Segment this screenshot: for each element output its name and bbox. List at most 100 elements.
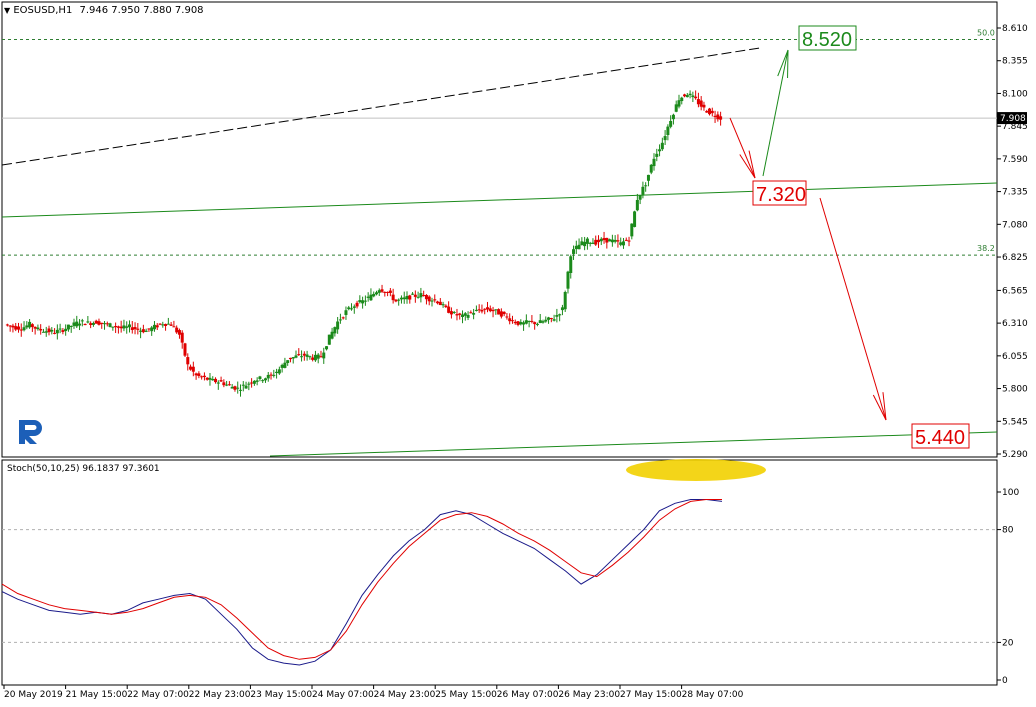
candle-body <box>608 239 612 242</box>
candle-body <box>635 199 639 211</box>
candle-body <box>291 357 295 359</box>
candle-body <box>227 384 231 386</box>
candle-body <box>325 346 329 350</box>
candle-body <box>86 321 90 323</box>
forecast-arrow-shaft <box>819 197 887 421</box>
candle-body <box>33 326 37 329</box>
candle-body <box>16 326 20 330</box>
candle-body <box>538 320 542 324</box>
candle-body <box>708 108 712 115</box>
candle-body <box>147 328 151 330</box>
candle-body <box>713 115 717 117</box>
time-tick-label: 24 May 23:00 <box>374 690 436 700</box>
candle-body <box>694 96 698 99</box>
overbought-highlight <box>626 459 766 481</box>
candle-body <box>472 313 476 315</box>
candle-body <box>286 360 290 363</box>
candle-body <box>236 387 240 389</box>
candle-body <box>602 238 606 241</box>
candle-body <box>688 93 692 96</box>
candle-body <box>333 327 337 334</box>
candle-body <box>413 294 417 297</box>
time-tick-label: 28 May 07:00 <box>682 690 744 700</box>
candle-body <box>577 244 581 250</box>
candle-body <box>302 353 306 356</box>
candle-body <box>438 301 442 306</box>
candle-body <box>649 164 653 173</box>
candle-body <box>594 239 598 245</box>
candle-body <box>180 332 184 343</box>
candle-body <box>483 308 487 310</box>
candle-body <box>585 238 589 244</box>
candle-body <box>716 114 720 120</box>
candle-body <box>141 329 145 333</box>
candle-body <box>361 300 365 304</box>
candle-body <box>36 327 40 330</box>
candle-body <box>89 323 93 325</box>
candle-body <box>252 380 256 384</box>
time-tick-label: 21 May 15:00 <box>66 690 128 700</box>
triangle-down-icon[interactable]: ▼ <box>4 6 11 15</box>
candle-body <box>374 292 378 295</box>
candle-body <box>674 104 678 112</box>
broker-r-logo-icon <box>16 418 46 446</box>
time-tick-label: 26 May 23:00 <box>558 690 620 700</box>
candle-body <box>308 356 312 358</box>
candle-body <box>691 95 695 98</box>
candle-body <box>177 330 181 335</box>
price-tick-label: 8.100 <box>1002 89 1028 99</box>
candle-body <box>488 308 492 312</box>
candle-body <box>458 313 462 315</box>
time-tick-label: 20 May 2019 <box>4 690 63 700</box>
candle-body <box>599 238 603 242</box>
candle-body <box>652 158 656 167</box>
candle-body <box>191 366 195 372</box>
candle-body <box>5 324 9 326</box>
candle-body <box>583 241 587 247</box>
candle-body <box>597 239 601 243</box>
candle-body <box>505 316 509 318</box>
candle-body <box>305 354 309 357</box>
price-tick-label: 5.545 <box>1002 417 1028 427</box>
candle-body <box>158 323 162 325</box>
candle-body <box>66 324 70 330</box>
candle-body <box>161 324 165 326</box>
candle-body <box>202 375 206 378</box>
candle-body <box>261 380 265 382</box>
candle-body <box>680 97 684 102</box>
candle-body <box>91 323 95 325</box>
candle-body <box>391 294 395 301</box>
candle-body <box>166 323 170 325</box>
candle-body <box>144 330 148 332</box>
time-tick-label: 25 May 15:00 <box>435 690 497 700</box>
candle-body <box>444 305 448 308</box>
candle-body <box>125 326 129 328</box>
indicator-header: Stoch(50,10,25) 96.1837 97.3601 <box>7 464 160 474</box>
candle-body <box>491 309 495 312</box>
candle-body <box>97 321 101 325</box>
candle-body <box>427 296 431 302</box>
candle-body <box>533 322 537 325</box>
target-badge-box <box>911 423 970 449</box>
target-badge-label: 5.440 <box>915 427 965 449</box>
stoch-tick-label: 0 <box>1002 676 1008 686</box>
price-tick-label: 6.565 <box>1002 286 1028 296</box>
candle-body <box>424 294 428 300</box>
forecast-arrow-shaft <box>729 117 756 179</box>
candle-body <box>319 356 323 358</box>
candle-body <box>239 389 243 391</box>
price-axis: 8.610 8.355 8.100 7.845 7.590 7.335 7.080 6.825… <box>997 24 1028 460</box>
candle-body <box>39 329 43 331</box>
stoch-tick-label: 20 <box>1002 638 1014 648</box>
candle-body <box>447 306 451 313</box>
candle-body <box>272 374 276 376</box>
candle-body <box>322 352 326 359</box>
candle-body <box>208 377 212 380</box>
candle-body <box>502 311 506 315</box>
candle-body <box>61 330 65 332</box>
stoch-tick-label: 100 <box>1002 488 1019 498</box>
target-badge-box <box>798 25 857 51</box>
stoch-tick-label: 80 <box>1002 526 1014 536</box>
candle-body <box>247 383 251 385</box>
candle-body <box>250 382 254 384</box>
